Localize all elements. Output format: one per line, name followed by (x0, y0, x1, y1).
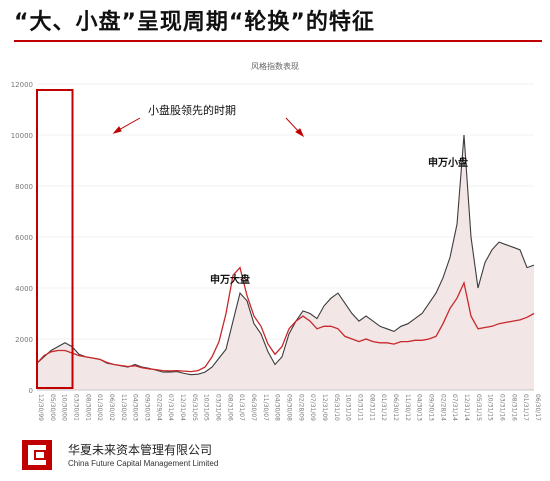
y-axis-ticks: 0 2000 4000 6000 8000 10000 12000 (11, 81, 33, 395)
x-tick-label: 10/30/00 (61, 394, 68, 421)
x-tick-label: 04/30/08 (274, 394, 281, 421)
x-tick-label: 09/30/03 (144, 394, 151, 421)
small-cap-label: 申万小盘 (428, 156, 468, 169)
x-tick-label: 11/30/02 (120, 394, 127, 421)
x-tick-label: 12/31/14 (463, 394, 470, 421)
x-tick-label: 09/30/13 (428, 394, 435, 421)
x-tick-label: 10/31/15 (487, 394, 494, 421)
y-tick-label: 0 (29, 387, 33, 395)
company-name-cn: 华夏未来资本管理有限公司 (68, 443, 213, 457)
y-tick-label: 10000 (11, 132, 33, 140)
x-axis-ticks: 12/30/99 05/30/00 10/30/00 03/30/01 08/30/01… (37, 394, 541, 421)
x-tick-label: 02/28/14 (439, 394, 446, 421)
x-tick-label: 04/30/03 (132, 394, 139, 421)
highlight-periods (36, 89, 74, 389)
x-tick-label: 09/30/08 (286, 394, 293, 421)
company-logo-icon (22, 440, 52, 470)
y-tick-label: 12000 (11, 81, 33, 89)
x-tick-label: 05/31/15 (475, 394, 482, 421)
x-tick-label: 05/31/05 (191, 394, 198, 421)
x-tick-label: 02/29/04 (155, 394, 162, 421)
chart-title: 风格指数表现 (251, 62, 299, 71)
large-cap-line (36, 266, 535, 373)
x-tick-label: 03/31/11 (357, 394, 364, 421)
x-tick-label: 12/30/99 (37, 394, 44, 421)
large-cap-label: 申万大盘 (210, 273, 250, 286)
x-tick-label: 04/30/13 (416, 394, 423, 421)
x-tick-label: 03/31/06 (215, 394, 222, 421)
x-tick-label: 12/31/09 (321, 394, 328, 421)
x-tick-label: 11/30/12 (404, 394, 411, 421)
x-tick-label: 01/30/02 (96, 394, 103, 421)
y-tick-label: 6000 (15, 234, 33, 242)
x-tick-label: 02/28/09 (297, 394, 304, 421)
x-tick-label: 03/31/16 (499, 394, 506, 421)
x-tick-label: 10/31/10 (345, 394, 352, 421)
x-tick-label: 05/30/00 (49, 394, 56, 421)
x-tick-label: 08/31/06 (226, 394, 233, 421)
x-tick-label: 01/31/12 (380, 394, 387, 421)
y-tick-label: 8000 (15, 183, 33, 191)
highlight-period-box (36, 89, 74, 389)
title-divider (14, 40, 542, 42)
x-tick-label: 06/30/02 (108, 394, 115, 421)
y-tick-label: 2000 (15, 336, 33, 344)
x-tick-label: 07/31/04 (167, 394, 174, 421)
x-tick-label: 07/31/09 (309, 394, 316, 421)
x-tick-label: 12/31/04 (179, 394, 186, 421)
x-tick-label: 03/30/01 (73, 394, 80, 421)
period-arrows (112, 117, 305, 138)
x-tick-label: 01/31/17 (522, 394, 529, 421)
x-tick-label: 05/31/10 (333, 394, 340, 421)
x-tick-label: 08/31/16 (510, 394, 517, 421)
company-name-en: China Future Capital Management Limited (68, 459, 219, 468)
small-cap-area (37, 135, 534, 390)
x-tick-label: 01/31/07 (238, 394, 245, 421)
x-tick-label: 10/31/05 (203, 394, 210, 421)
x-tick-label: 08/31/11 (368, 394, 375, 421)
x-tick-label: 08/30/01 (84, 394, 91, 421)
x-tick-label: 06/30/17 (534, 394, 541, 421)
y-tick-label: 4000 (15, 285, 33, 293)
period-label: 小盘股领先的时期 (148, 103, 236, 117)
x-tick-label: 06/30/07 (250, 394, 257, 421)
x-tick-label: 11/30/07 (262, 394, 269, 421)
slide-title: “大、小盘”呈现周期“轮换”的特征 (14, 10, 375, 35)
x-tick-label: 07/31/14 (451, 394, 458, 421)
x-tick-label: 06/30/12 (392, 394, 399, 421)
